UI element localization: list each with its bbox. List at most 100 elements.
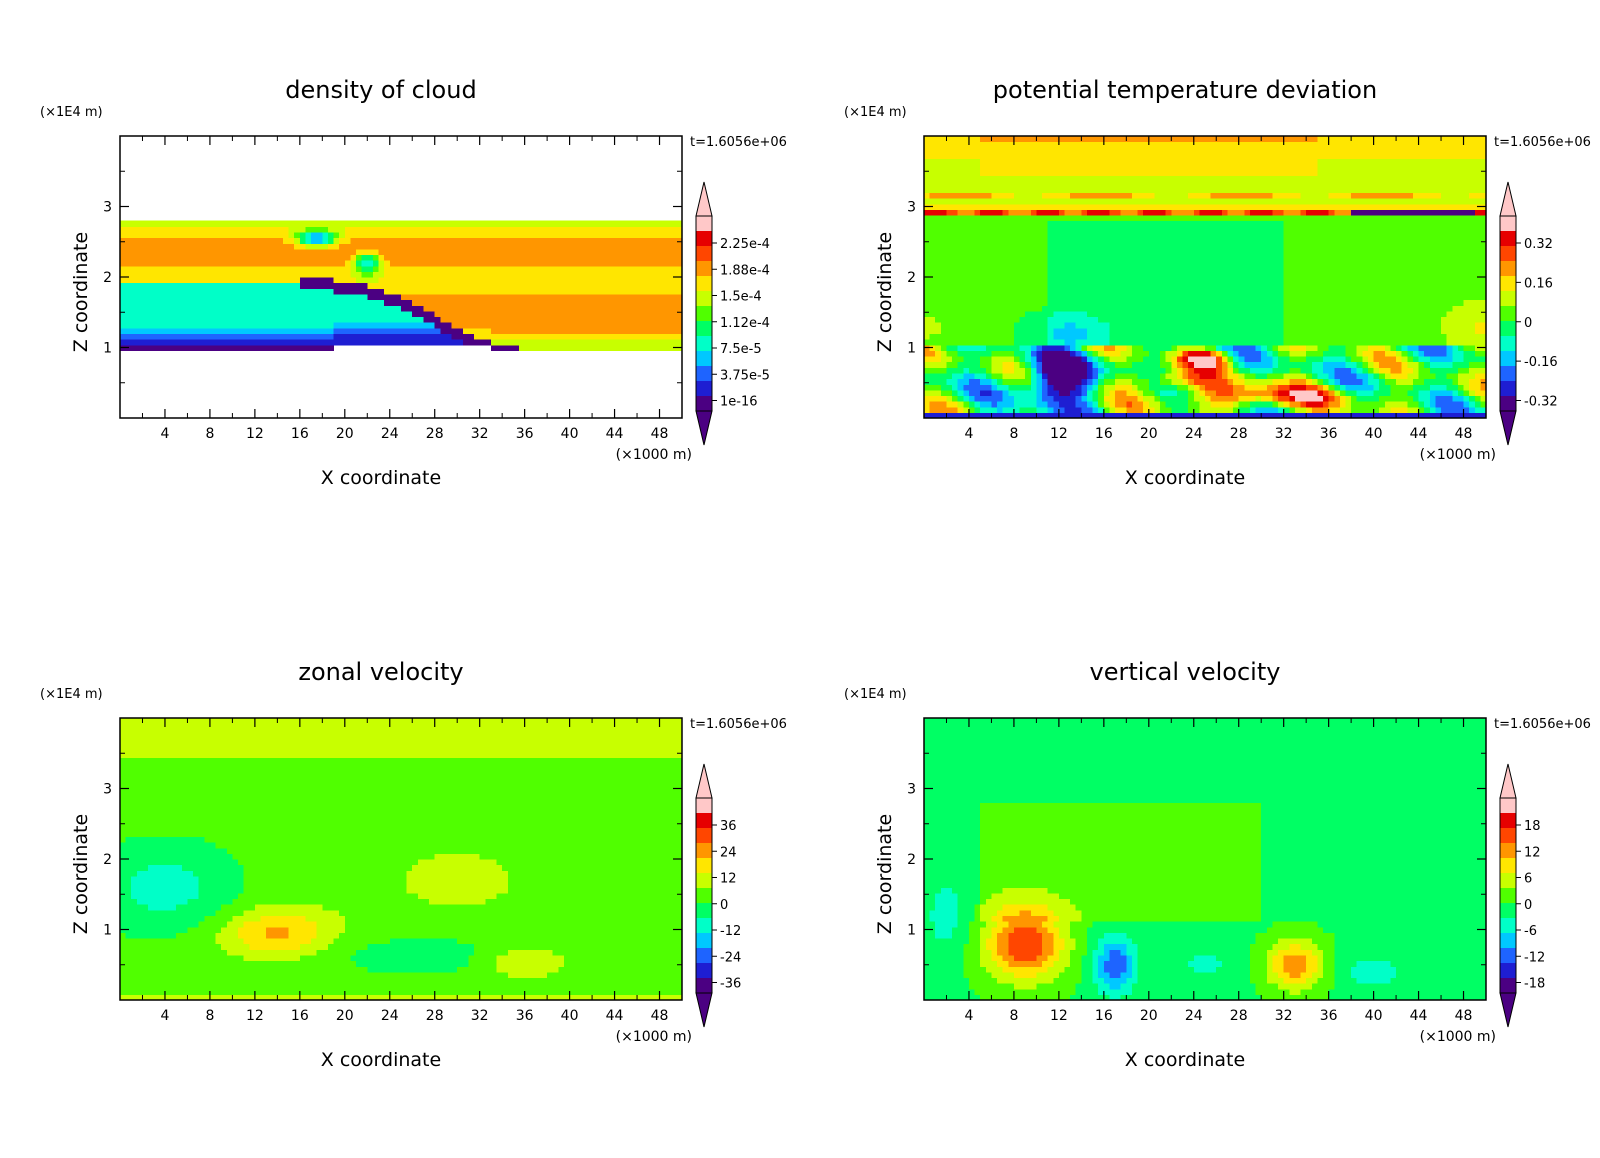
field-cell <box>1092 333 1099 340</box>
field-cell <box>1249 406 1257 413</box>
field-cell <box>1244 299 1251 306</box>
field-cell <box>1148 389 1156 397</box>
field-cell <box>333 339 340 346</box>
field-cell <box>468 260 475 267</box>
field-cell <box>1131 339 1139 346</box>
field-cell <box>659 277 666 284</box>
field-cell <box>1227 305 1234 312</box>
field-cell <box>1317 310 1324 318</box>
field-cell <box>1098 378 1105 385</box>
field-cell <box>1025 322 1032 329</box>
field-cell <box>204 333 211 340</box>
field-cell <box>389 237 396 244</box>
field-cell <box>479 288 486 295</box>
field-cell <box>1272 361 1279 368</box>
field-cell <box>277 271 284 278</box>
field-cell <box>625 327 633 334</box>
field-cell <box>1075 389 1082 397</box>
field-cell <box>1351 271 1358 278</box>
field-cell <box>1435 310 1442 318</box>
field-cell <box>305 271 312 278</box>
field-cell <box>440 243 447 250</box>
field-cell <box>952 305 959 312</box>
field-cell <box>653 231 661 239</box>
field-cell <box>176 260 183 267</box>
field-cell <box>1396 316 1403 323</box>
field-cell <box>985 401 993 408</box>
field-cell <box>299 322 307 329</box>
field-cell <box>209 282 217 289</box>
field-cell <box>1418 322 1425 329</box>
field-cell <box>389 226 396 233</box>
field-cell <box>631 226 638 233</box>
field-cell <box>1025 378 1032 385</box>
field-cell <box>187 248 194 256</box>
field-cell <box>974 406 981 413</box>
field-cell <box>1165 361 1172 368</box>
field-cell <box>372 293 380 301</box>
field-cell <box>1092 299 1099 306</box>
field-cell <box>552 248 559 256</box>
field-cell <box>1143 339 1150 346</box>
field-cell <box>153 282 160 289</box>
field-cell <box>1396 344 1403 351</box>
field-cell <box>670 299 677 306</box>
field-cell <box>1199 401 1206 408</box>
field-cell <box>1300 378 1307 385</box>
field-cell <box>395 220 402 227</box>
field-cell <box>1036 327 1043 334</box>
field-cell <box>507 305 514 312</box>
field-cell <box>1317 271 1324 278</box>
field-cell <box>1345 327 1352 334</box>
field-cell <box>1064 288 1071 295</box>
field-cell <box>985 305 993 312</box>
field-cell <box>1283 412 1290 419</box>
field-cell <box>968 333 976 340</box>
field-cell <box>434 254 441 261</box>
field-cell <box>547 327 554 334</box>
field-cell <box>1025 299 1032 306</box>
field-cell <box>1030 367 1037 374</box>
field-cell <box>1367 355 1375 363</box>
field-cell <box>1300 412 1307 419</box>
field-cell <box>1306 350 1313 357</box>
field-cell <box>586 220 593 227</box>
field-cell <box>282 277 290 284</box>
field-cell <box>1148 372 1156 380</box>
field-cell <box>333 248 340 256</box>
field-cell <box>1362 339 1369 346</box>
field-cell <box>513 265 520 272</box>
field-cell <box>1390 378 1397 385</box>
field-cell <box>1407 282 1414 289</box>
field-cell <box>181 305 189 312</box>
field-cell <box>597 243 604 250</box>
field-cell <box>1109 406 1116 413</box>
field-cell <box>1193 367 1200 374</box>
field-cell <box>198 316 205 323</box>
field-cell <box>136 248 144 256</box>
field-cell <box>974 282 981 289</box>
field-cell <box>1109 401 1116 408</box>
field-cell <box>125 277 132 284</box>
field-cell <box>209 271 217 278</box>
field-cell <box>181 220 189 227</box>
field-cell <box>985 327 993 334</box>
colorbar-segment <box>696 261 712 277</box>
field-cell <box>1255 316 1262 323</box>
field-cell <box>350 237 357 244</box>
field-cell <box>1120 372 1127 380</box>
field-cell <box>232 254 239 261</box>
field-cell <box>215 226 222 233</box>
field-cell <box>221 344 228 351</box>
field-cell <box>187 265 194 272</box>
field-cell <box>327 310 335 318</box>
field-cell <box>204 293 211 301</box>
field-cell <box>974 310 981 318</box>
field-cell <box>159 344 166 351</box>
field-cell <box>1255 333 1262 340</box>
field-cell <box>558 322 565 329</box>
field-cell <box>1463 277 1470 284</box>
field-cell <box>985 350 993 357</box>
field-cell <box>1345 310 1352 318</box>
field-cell <box>963 339 970 346</box>
